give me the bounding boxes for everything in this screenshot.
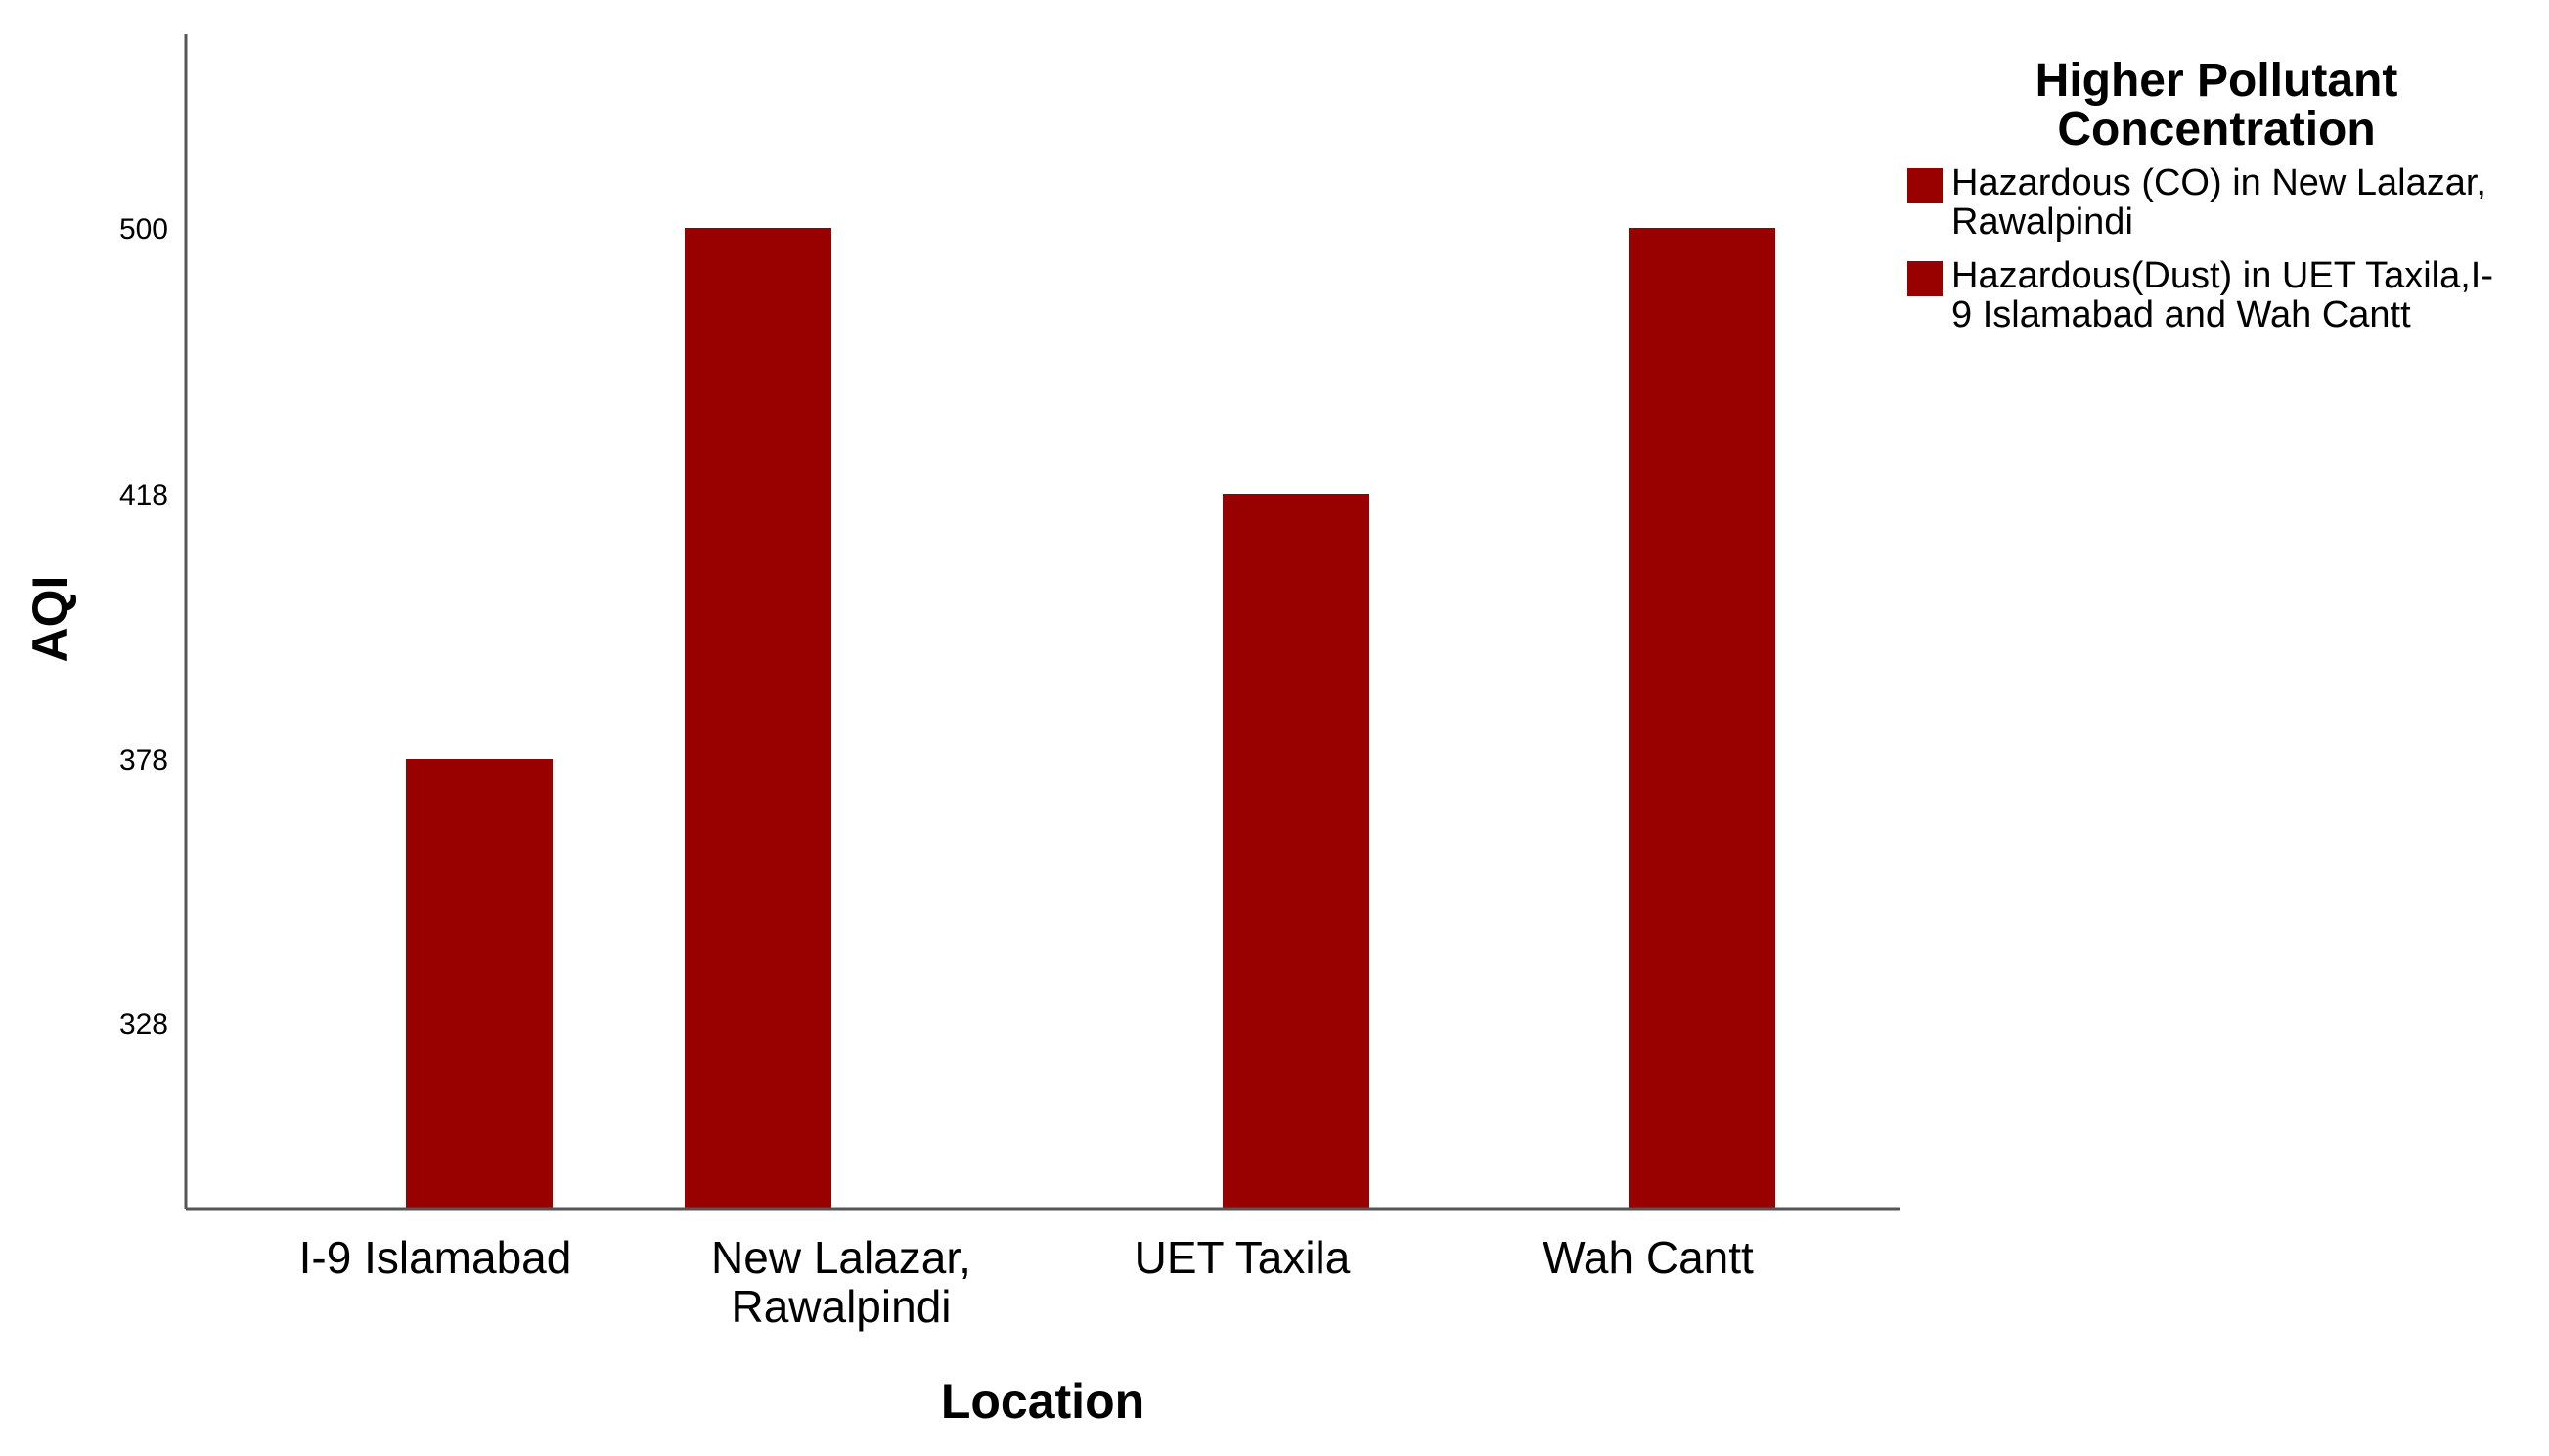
x-tick-label-4: Wah Cantt: [1543, 1232, 1754, 1283]
legend-title: Higher Pollutant Concentration: [2035, 55, 2398, 155]
legend-swatch-2: [1907, 261, 1943, 296]
legend-label-1: Hazardous (CO) in New Lalazar, Rawalpindi: [1951, 162, 2486, 243]
bar-2-3: [1223, 494, 1369, 1209]
bars-group: [406, 228, 1775, 1209]
legend-label-2: Hazardous(Dust) in UET Taxila,I-9 Islama…: [1951, 255, 2493, 335]
bar-2-1: [406, 759, 553, 1209]
y-tick-label-1: 328: [119, 1008, 168, 1040]
y-ticks-group: 328 378 418 500: [119, 213, 168, 1040]
y-tick-label-3: 418: [119, 479, 168, 511]
bar-1-2: [685, 228, 831, 1209]
y-tick-label-2: 378: [119, 744, 168, 776]
y-axis-title: AQI: [22, 576, 77, 663]
x-axis-title: Location: [941, 1374, 1144, 1429]
legend-swatch-1: [1907, 168, 1943, 203]
x-tick-label-2: New Lalazar, Rawalpindi: [711, 1232, 971, 1332]
x-tick-label-1: I-9 Islamabad: [299, 1232, 572, 1283]
bar-2-4: [1629, 228, 1775, 1209]
y-tick-label-4: 500: [119, 213, 168, 245]
x-tick-label-3: UET Taxila: [1135, 1232, 1351, 1283]
x-labels-group: I-9 Islamabad New Lalazar, Rawalpindi UET T…: [299, 1232, 1754, 1332]
